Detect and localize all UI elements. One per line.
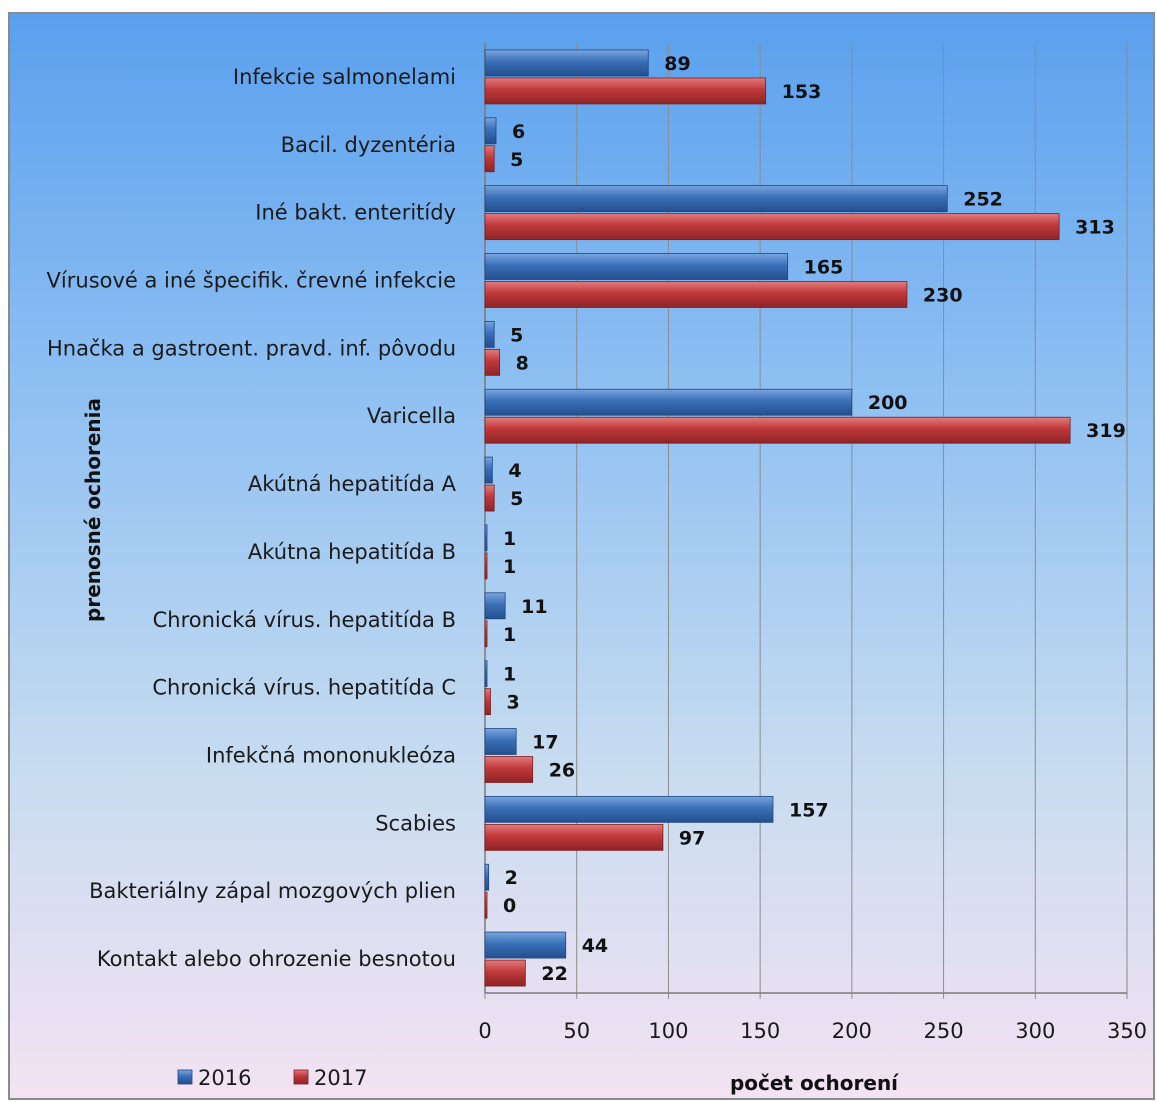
data-label-2017: 5: [510, 488, 523, 510]
data-label-2016: 165: [804, 257, 844, 279]
bar-2016: [484, 592, 506, 620]
legend-label-2016: 2016: [198, 1066, 251, 1090]
category-label: Varicella: [367, 404, 456, 428]
data-label-2016: 2: [505, 867, 518, 889]
data-label-2017: 8: [516, 352, 529, 374]
x-tick-label: 200: [832, 1019, 872, 1043]
data-label-2016: 44: [582, 935, 608, 957]
bar-2016: [484, 524, 488, 552]
bar-2017: [484, 484, 495, 512]
data-label-2017: 153: [782, 81, 822, 103]
bar-2016: [484, 388, 853, 416]
bar-2017: [484, 552, 488, 580]
category-label: Chronická vírus. hepatitída B: [153, 608, 456, 632]
bar-2017: [484, 348, 501, 376]
bar-2016: [484, 320, 495, 348]
data-label-2016: 4: [508, 460, 521, 482]
data-label-2016: 157: [789, 799, 829, 821]
category-labels: Infekcie salmonelami Bacil. dyzentéria Iné…: [47, 65, 457, 971]
x-axis-title: počet ochorení: [730, 1071, 899, 1095]
bar-2016: [484, 728, 517, 755]
category-label: Bacil. dyzentéria: [281, 133, 456, 157]
bar-2016: [484, 49, 649, 77]
data-label-2016: 11: [521, 596, 547, 618]
category-label: Infekčná mononukleóza: [206, 744, 456, 768]
data-label-2016: 252: [963, 189, 1003, 211]
data-labels: 8915365252313165230582003194511111131726…: [503, 53, 1126, 985]
legend-swatch-2017: [293, 1069, 309, 1085]
category-label: Chronická vírus. hepatitída C: [152, 676, 456, 700]
data-label-2016: 200: [868, 392, 908, 414]
bar-2017: [484, 281, 908, 308]
data-label-2017: 3: [507, 692, 520, 714]
data-label-2016: 1: [503, 664, 516, 686]
bar-2016: [484, 117, 497, 145]
x-tick-label: 50: [563, 1019, 590, 1043]
bar-2016: [484, 456, 493, 484]
data-label-2017: 1: [503, 556, 516, 578]
bar-2016: [484, 863, 490, 891]
category-label: Kontakt alebo ohrozenie besnotou: [97, 947, 456, 971]
bar-2017: [484, 416, 1071, 444]
category-label: Vírusové a iné špecifik. črevné infekcie: [47, 269, 456, 293]
x-tick-label: 350: [1107, 1019, 1147, 1043]
bar-2017: [484, 77, 767, 105]
x-tick-label: 100: [648, 1019, 688, 1043]
bar-2017: [484, 959, 526, 987]
y-axis-title: prenosné ochorenia: [81, 398, 105, 622]
bar-2017: [484, 891, 488, 919]
bar-2016: [484, 795, 774, 823]
data-label-2017: 1: [503, 624, 516, 646]
bar-2017: [484, 213, 1060, 241]
legend: 2016 2017: [177, 1066, 367, 1090]
data-label-2017: 22: [541, 963, 567, 985]
data-label-2017: 230: [923, 285, 963, 307]
data-label-2017: 313: [1075, 217, 1115, 239]
bar-2016: [484, 931, 567, 959]
bar-2017: [484, 688, 491, 716]
category-label: Infekcie salmonelami: [233, 65, 456, 89]
bar-2016: [484, 185, 948, 213]
category-label: Bakteriálny zápal mozgových plien: [89, 879, 456, 903]
legend-label-2017: 2017: [314, 1066, 367, 1090]
legend-swatch-2016: [177, 1069, 193, 1085]
x-tick-labels: 0 50 100 150 200 250 300 350: [478, 1019, 1147, 1043]
bars: [484, 49, 1071, 987]
data-label-2017: 5: [510, 149, 523, 171]
x-tick-label: 250: [924, 1019, 964, 1043]
bar-2016: [484, 253, 789, 280]
category-label: Scabies: [375, 811, 456, 835]
data-label-2016: 1: [503, 528, 516, 550]
category-label: Akútna hepatitída B: [248, 540, 456, 564]
data-label-2017: 97: [679, 827, 705, 849]
data-label-2016: 6: [512, 121, 525, 143]
data-label-2017: 26: [549, 760, 575, 782]
x-tick-label: 300: [1015, 1019, 1055, 1043]
bar-2017: [484, 756, 534, 783]
data-label-2016: 5: [510, 324, 523, 346]
category-label: Akútná hepatitída A: [248, 472, 457, 496]
data-label-2016: 89: [664, 53, 690, 75]
data-label-2017: 0: [503, 895, 516, 917]
x-tick-label: 150: [740, 1019, 780, 1043]
bar-2016: [484, 660, 488, 688]
data-label-2016: 17: [532, 732, 558, 754]
category-label: Hnačka a gastroent. pravd. inf. pôvodu: [47, 336, 456, 360]
bar-2017: [484, 145, 495, 173]
bar-2017: [484, 823, 664, 851]
bar-2017: [484, 620, 488, 648]
category-label: Iné bakt. enteritídy: [255, 201, 456, 225]
x-tick-label: 0: [478, 1019, 491, 1043]
data-label-2017: 319: [1086, 420, 1126, 442]
